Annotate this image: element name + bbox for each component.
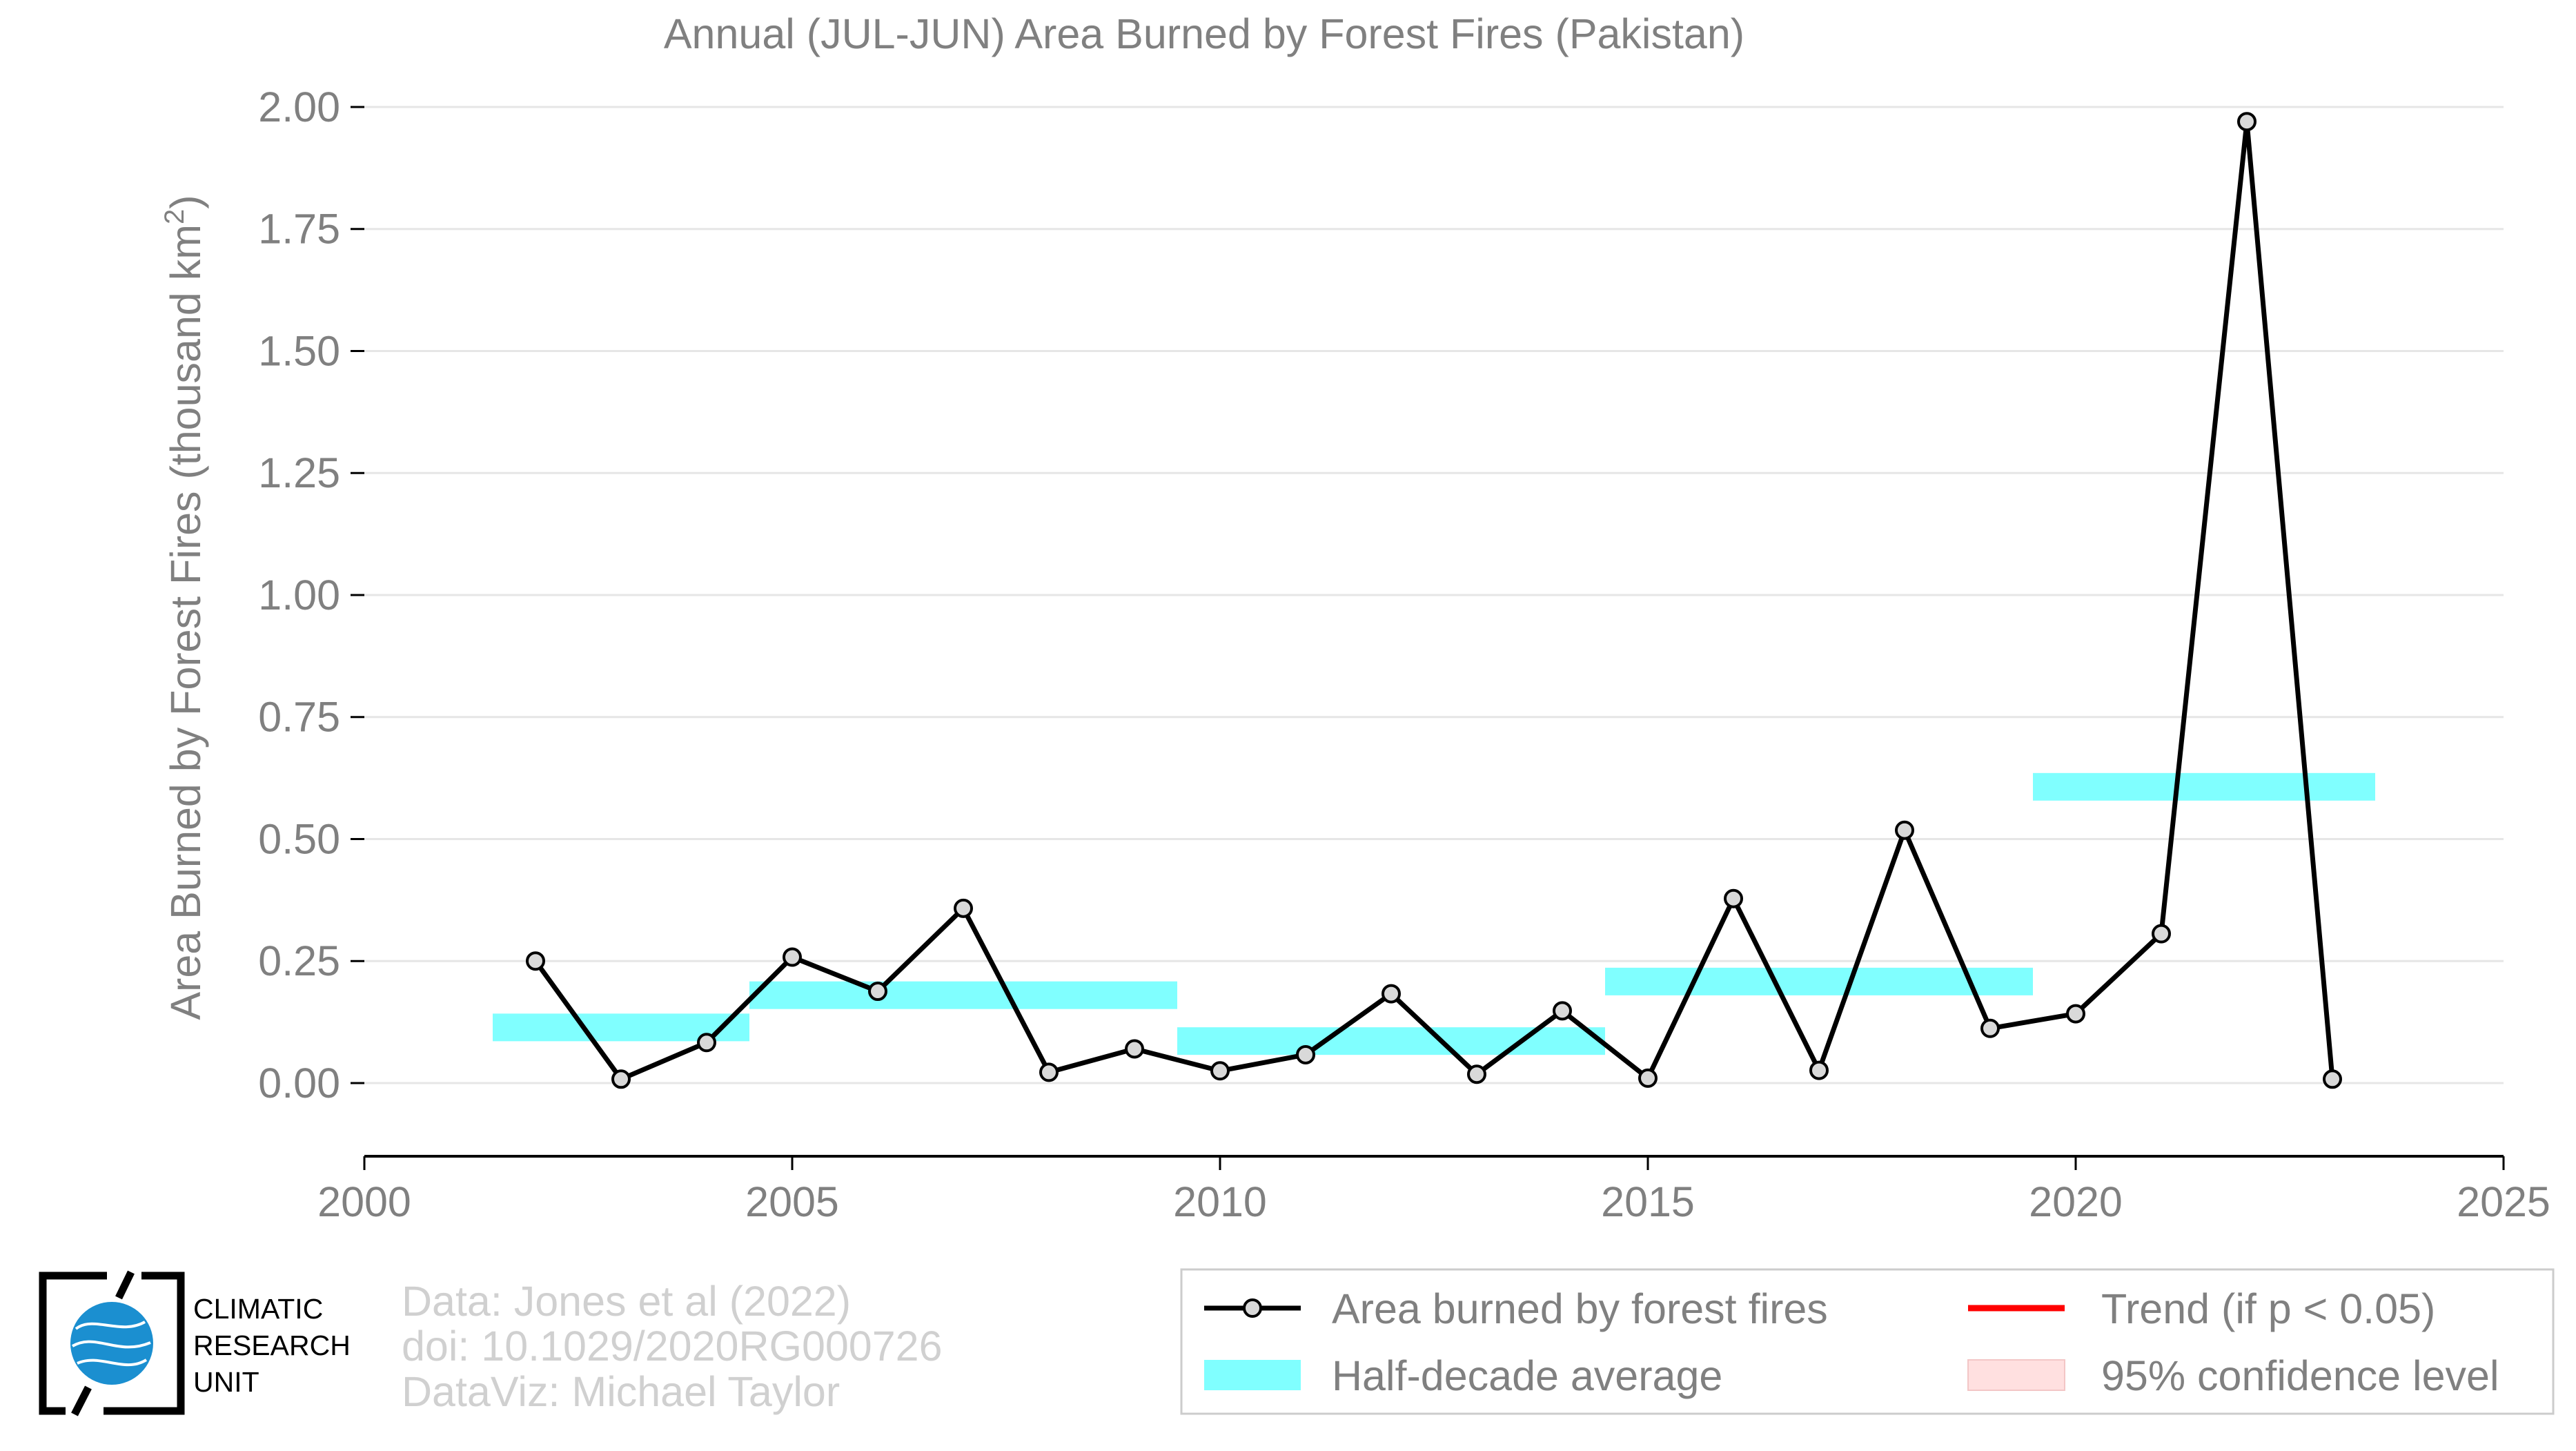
- logo-text-research: RESEARCH: [193, 1330, 351, 1361]
- legend-swatch-marker: [1243, 1298, 1262, 1318]
- x-tick-label: 2000: [317, 1178, 411, 1225]
- data-point: [1895, 820, 1914, 840]
- globe-swirl-3: [77, 1359, 148, 1367]
- data-point: [526, 951, 545, 971]
- legend-swatch-confidence: [1967, 1359, 2065, 1391]
- y-tick-label: 0.75: [258, 694, 340, 741]
- half-decade-band: [1177, 1027, 1605, 1055]
- legend-label: Trend (if p < 0.05): [2101, 1285, 2435, 1332]
- x-tick-label: 2025: [2457, 1178, 2550, 1225]
- legend-box: [1180, 1268, 2555, 1415]
- data-point: [1553, 1001, 1572, 1021]
- y-tick-label: 1.25: [258, 449, 340, 496]
- half-decade-bands: [493, 772, 2375, 1055]
- grid-lines: [364, 106, 2504, 1084]
- credit-data-source: Data: Jones et al (2022): [402, 1278, 852, 1325]
- legend-label: Half-decade average: [1332, 1352, 1722, 1399]
- x-tick-label: 2020: [2029, 1178, 2123, 1225]
- series-area-burned: [526, 112, 2342, 1089]
- legend: Area burned by forest fires Trend (if p <…: [1180, 1268, 2555, 1415]
- y-axis-label-superscript: 2: [159, 209, 190, 224]
- globe-swirl-1: [75, 1321, 146, 1330]
- y-axis-label-main: Area Burned by Forest Fires (thousand km: [162, 224, 209, 1020]
- data-point: [954, 898, 973, 918]
- climatic-research-unit-logo: [39, 1270, 185, 1416]
- y-tick-label: 1.00: [258, 572, 340, 619]
- data-point: [1467, 1064, 1486, 1084]
- data-point: [1296, 1044, 1315, 1064]
- logo-frame-left: [39, 1272, 107, 1415]
- y-tick-label: 1.50: [258, 327, 340, 374]
- data-point: [2237, 112, 2257, 132]
- data-point: [783, 947, 802, 967]
- data-point: [2323, 1069, 2342, 1089]
- y-axis-ticks: 0.00 0.25 0.50 0.75 1.00 1.25 1.50 1.75 2.00: [258, 84, 364, 1107]
- credit-doi: doi: 10.1029/2020RG000726: [402, 1323, 943, 1370]
- data-point: [868, 982, 887, 1002]
- credit-dataviz: DataViz: Michael Taylor: [402, 1368, 840, 1415]
- data-point: [1638, 1068, 1658, 1088]
- logo-frame-slash-top: [115, 1270, 135, 1300]
- y-tick-label: 0.50: [258, 815, 340, 862]
- data-point: [2152, 924, 2171, 944]
- y-tick-label: 2.00: [258, 84, 340, 130]
- data-point: [1980, 1018, 2000, 1038]
- x-tick-label: 2005: [745, 1178, 839, 1225]
- logo-text-climatic: CLIMATIC: [193, 1293, 324, 1325]
- data-point: [2066, 1004, 2085, 1024]
- y-axis-label: Area Burned by Forest Fires (thousand km…: [159, 195, 209, 1020]
- data-point: [611, 1069, 631, 1089]
- half-decade-band: [2033, 772, 2375, 801]
- y-tick-label: 0.25: [258, 937, 340, 984]
- data-point: [1382, 984, 1401, 1004]
- logo-frame-right: [104, 1272, 185, 1415]
- data-point: [697, 1033, 716, 1053]
- x-tick-label: 2010: [1173, 1178, 1267, 1225]
- globe-swirl-2: [72, 1340, 151, 1349]
- y-tick-label: 0.00: [258, 1060, 340, 1107]
- logo-text-unit: UNIT: [193, 1366, 259, 1398]
- data-point: [1039, 1062, 1059, 1082]
- legend-swatch-band: [1204, 1360, 1301, 1390]
- data-point: [1809, 1060, 1829, 1080]
- data-point: [1210, 1061, 1230, 1081]
- legend-label: 95% confidence level: [2101, 1352, 2499, 1399]
- x-axis: 2000 2005 2010 2015 2020 2025: [317, 1155, 2550, 1225]
- y-tick-label: 1.75: [258, 206, 340, 253]
- legend-label: Area burned by forest fires: [1332, 1285, 1828, 1332]
- x-tick-label: 2015: [1601, 1178, 1695, 1225]
- chart-title: Annual (JUL-JUN) Area Burned by Forest F…: [664, 10, 1744, 57]
- half-decade-band: [1605, 967, 2033, 995]
- logo-frame-slash-bottom: [71, 1385, 92, 1416]
- half-decade-band: [749, 981, 1177, 1009]
- series-line: [533, 119, 2335, 1082]
- data-point: [1125, 1039, 1144, 1059]
- data-point: [1724, 888, 1743, 908]
- y-axis-label-end: ): [162, 195, 209, 208]
